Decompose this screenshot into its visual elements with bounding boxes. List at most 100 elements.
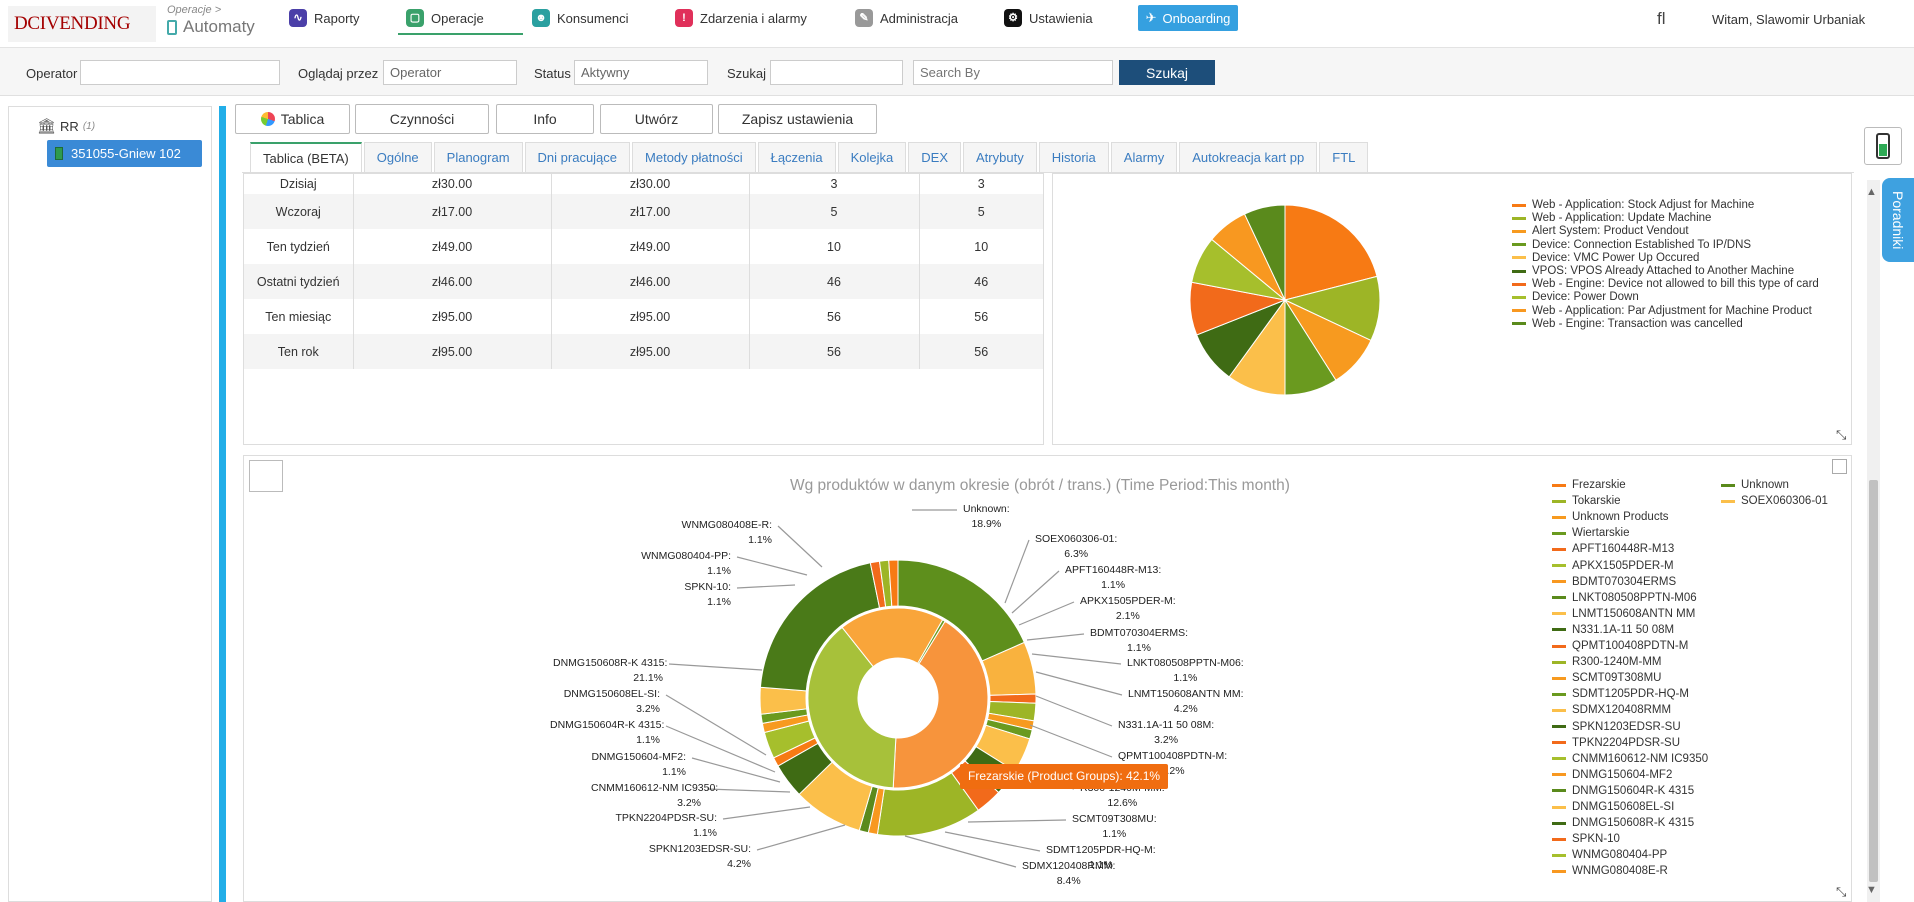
legend-swatch	[1552, 531, 1566, 535]
info-button[interactable]: Info	[496, 104, 594, 134]
donut-legend-item[interactable]: DNMG150604-MF2	[1552, 769, 1672, 781]
donut-legend-item[interactable]: N331.1A-11 50 08M	[1552, 624, 1674, 636]
tab-5[interactable]: Łączenia	[757, 142, 836, 172]
consumers-icon: ☻	[532, 9, 550, 27]
donut-legend-item[interactable]: APFT160448R-M13	[1552, 543, 1674, 555]
events-legend-item[interactable]: Web - Engine: Transaction was cancelled	[1512, 318, 1743, 330]
resize-icon[interactable]: ⤡	[1836, 884, 1847, 899]
legend-label: DNMG150608R-K 4315	[1572, 817, 1695, 830]
donut-legend-item[interactable]: CNMM160612-NM IC9350	[1552, 753, 1708, 765]
donut-legend-item[interactable]: QPMT100408PDTN-M	[1552, 640, 1688, 652]
vending-status-icon[interactable]	[1864, 127, 1902, 165]
table-cell: zł95.00	[550, 334, 749, 369]
events-legend-item[interactable]: Device: Connection Established To IP/DNS	[1512, 239, 1751, 251]
donut-legend-item[interactable]: Frezarskie	[1552, 479, 1626, 491]
donut-legend-item[interactable]: SPKN-10	[1552, 833, 1620, 845]
events-legend-item[interactable]: Alert System: Product Vendout	[1512, 225, 1689, 237]
scrollbar-thumb[interactable]	[1869, 480, 1878, 882]
tab-3[interactable]: Dni pracujące	[524, 142, 631, 172]
legend-label: SPKN1203EDSR-SU	[1572, 720, 1681, 733]
donut-legend-item[interactable]: Unknown	[1721, 479, 1789, 491]
widget-select-box[interactable]	[249, 460, 283, 492]
donut-legend-item[interactable]: LNKT080508PPTN-M06	[1552, 592, 1697, 604]
flag-icon[interactable]: fl	[1657, 9, 1666, 28]
donut-legend-item[interactable]: DNMG150604R-K 4315	[1552, 785, 1694, 797]
tree-root-node[interactable]: 🏛 RR (1)	[37, 117, 95, 135]
events-legend-item[interactable]: Web - Application: Update Machine	[1512, 212, 1711, 224]
tab-2[interactable]: Planogram	[433, 142, 523, 172]
data-label-value: 21.1%	[633, 672, 663, 684]
tab-6[interactable]: Kolejka	[837, 142, 907, 172]
table-cell: 10	[918, 229, 1043, 264]
events-legend-item[interactable]: Web - Application: Par Adjustment for Ma…	[1512, 305, 1812, 317]
kpi-table-panel: Dzisiaj zł30.00 zł30.00 3 3 Wczoraj zł17.00 zł1…	[243, 173, 1044, 445]
tab-1[interactable]: Ogólne	[363, 142, 432, 172]
donut-legend-item[interactable]: SOEX060306-01	[1721, 495, 1828, 507]
scroll-up-icon[interactable]: ▲	[1866, 186, 1877, 198]
poradniki-side-tab[interactable]: Poradniki	[1882, 178, 1914, 262]
tab-10[interactable]: Alarmy	[1110, 142, 1178, 172]
nav-administracja[interactable]: ✎ Administracja	[855, 6, 958, 30]
events-pie-slice-1[interactable]	[1283, 275, 1381, 342]
donut-legend-item[interactable]: WNMG080408E-R	[1552, 865, 1668, 877]
events-legend-item[interactable]: Web - Engine: Device not allowed to bill…	[1512, 278, 1819, 290]
tree-leaf-machine[interactable]: 351055-Gniew 102	[47, 140, 202, 167]
nav-zdarzenia[interactable]: ! Zdarzenia i alarmy	[675, 6, 807, 30]
logo[interactable]: DCIVENDING	[8, 6, 156, 42]
legend-swatch	[1552, 612, 1566, 616]
donut-legend-item[interactable]: Wiertarskie	[1552, 527, 1630, 539]
donut-legend-item[interactable]: BDMT070304ERMS	[1552, 576, 1676, 588]
donut-legend-item[interactable]: DNMG150608EL-SI	[1552, 801, 1674, 813]
tab-7[interactable]: DEX	[908, 142, 962, 172]
nav-konsumenci[interactable]: ☻ Konsumenci	[532, 6, 629, 30]
nav-ustawienia[interactable]: ⚙ Ustawienia	[1004, 6, 1093, 30]
tab-8[interactable]: Atrybuty	[963, 142, 1037, 172]
status-input[interactable]	[574, 60, 708, 85]
donut-legend-item[interactable]: LNMT150608ANTN MM	[1552, 608, 1695, 620]
donut-legend-item[interactable]: APKX1505PDER-M	[1552, 560, 1674, 572]
donut-legend-item[interactable]: Tokarskie	[1552, 495, 1621, 507]
view-by-input[interactable]	[383, 60, 517, 85]
donut-legend-item[interactable]: WNMG080404-PP	[1552, 849, 1667, 861]
donut-legend-item[interactable]: SDMT1205PDR-HQ-M	[1552, 688, 1689, 700]
utworz-button[interactable]: Utwórz	[600, 104, 713, 134]
tab-12[interactable]: FTL	[1319, 142, 1369, 172]
donut-legend-item[interactable]: Unknown Products	[1552, 511, 1669, 523]
scroll-down-icon[interactable]: ▼	[1866, 884, 1877, 896]
events-legend-item[interactable]: Device: Power Down	[1512, 291, 1639, 303]
events-pie-slice-0[interactable]	[1284, 204, 1378, 301]
search-by-input[interactable]	[913, 60, 1113, 85]
tablica-button[interactable]: Tablica	[235, 104, 350, 134]
table-cell: 56	[748, 334, 919, 369]
donut-legend-item[interactable]: SPKN1203EDSR-SU	[1552, 721, 1681, 733]
tab-4[interactable]: Metody płatności	[632, 142, 756, 172]
pane-splitter[interactable]	[219, 106, 226, 902]
widget-checkbox[interactable]	[1832, 459, 1847, 474]
data-label-value: 1.1%	[1088, 859, 1113, 871]
events-legend-item[interactable]: VPOS: VPOS Already Attached to Another M…	[1512, 265, 1794, 277]
nav-operacje[interactable]: ▢ Operacje	[406, 6, 484, 30]
events-legend-item[interactable]: Device: VMC Power Up Occured	[1512, 252, 1699, 264]
breadcrumb-parent[interactable]: Operacje >	[167, 4, 222, 16]
events-legend-item[interactable]: Web - Application: Stock Adjust for Mach…	[1512, 199, 1754, 211]
donut-legend-item[interactable]: DNMG150608R-K 4315	[1552, 817, 1694, 829]
table-cell: Ostatni tydzień	[244, 264, 353, 299]
donut-legend-item[interactable]: R300-1240M-MM	[1552, 656, 1661, 668]
zapisz-ustawienia-button[interactable]: Zapisz ustawienia	[718, 104, 877, 134]
resize-icon[interactable]: ⤡	[1836, 427, 1847, 442]
search-input[interactable]	[770, 60, 903, 85]
donut-legend-item[interactable]: SCMT09T308MU	[1552, 672, 1661, 684]
czynnosci-button[interactable]: Czynności	[355, 104, 489, 134]
operator-input[interactable]	[80, 60, 280, 85]
donut-legend-item[interactable]: TPKN2204PDSR-SU	[1552, 737, 1680, 749]
data-label-name: CNMM160612-NM IC9350:	[591, 782, 719, 794]
nav-raporty[interactable]: ∿ Raporty	[289, 6, 360, 30]
donut-legend-item[interactable]: SDMX120408RMM	[1552, 704, 1671, 716]
onboarding-button[interactable]: ✈ Onboarding	[1138, 5, 1238, 31]
tab-11[interactable]: Autokreacja kart pp	[1179, 142, 1318, 172]
search-button[interactable]: Szukaj	[1119, 60, 1215, 85]
tab-0[interactable]: Tablica (BETA)	[250, 142, 362, 172]
tab-9[interactable]: Historia	[1038, 142, 1109, 172]
user-greeting[interactable]: Witam, Slawomir Urbaniak	[1712, 12, 1866, 27]
events-pie-slice-9[interactable]	[1243, 204, 1286, 301]
